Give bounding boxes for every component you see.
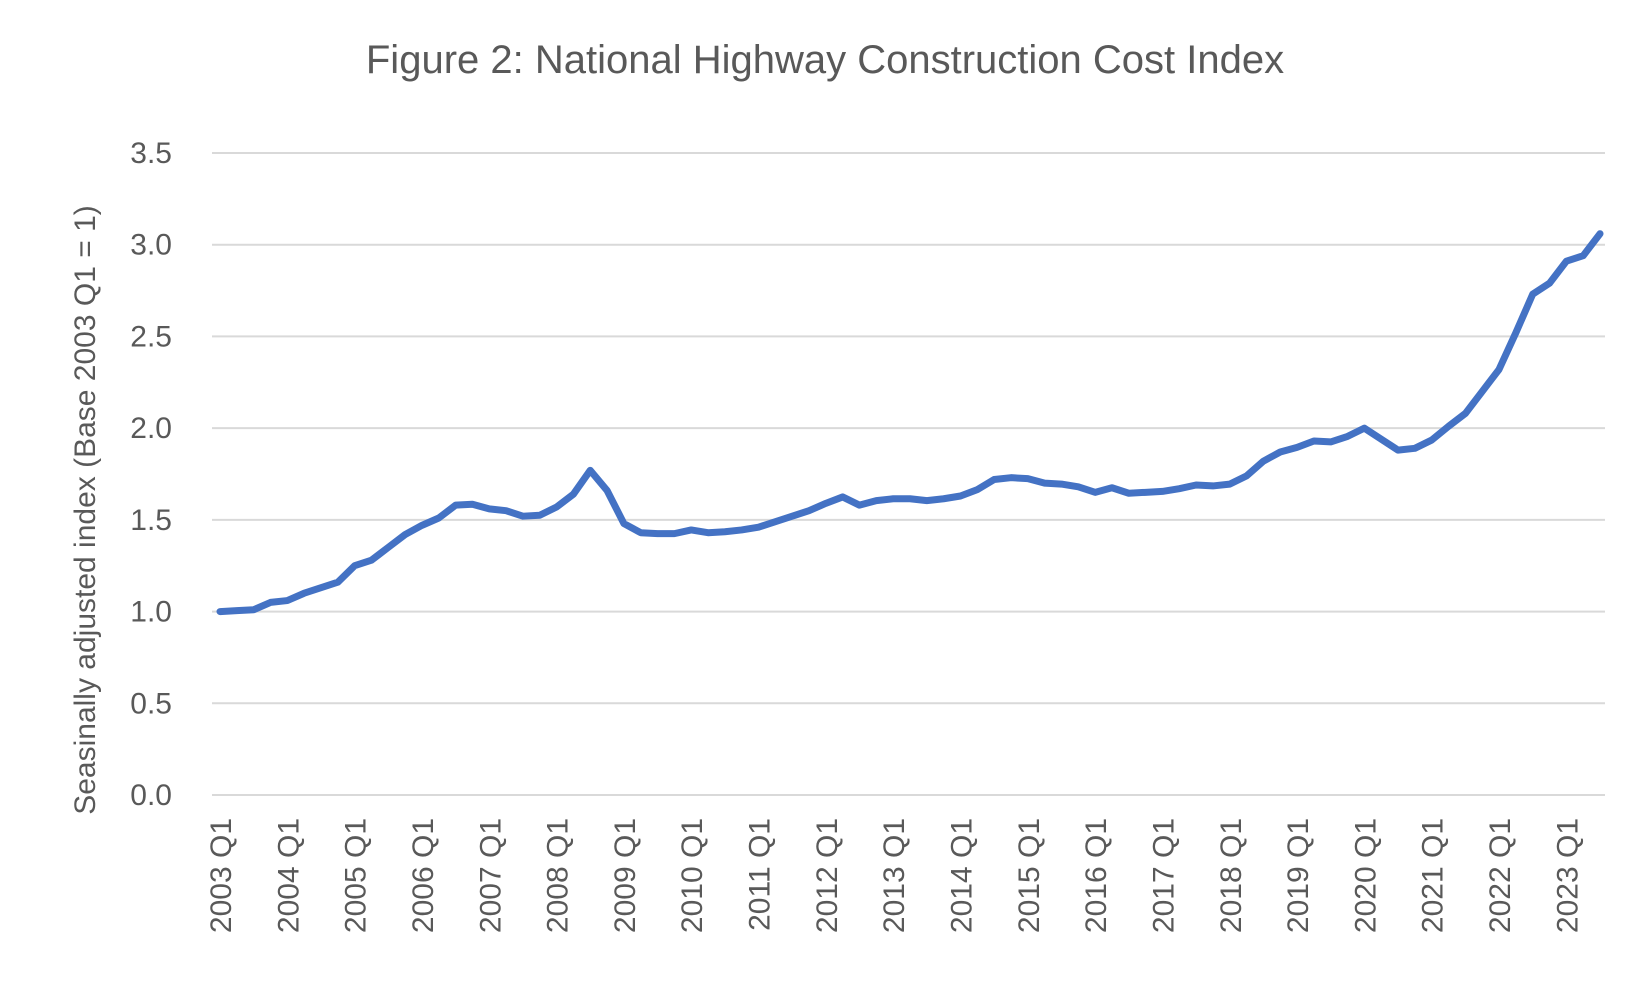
series-line-cost-index (216, 230, 1604, 616)
x-tick-label: 2012 Q1 (811, 818, 844, 933)
x-tick-label: 2006 Q1 (407, 818, 440, 933)
y-tick-label: 1.0 (130, 596, 172, 629)
x-tick-label: 2022 Q1 (1484, 818, 1517, 933)
x-tick-label: 2023 Q1 (1551, 818, 1584, 933)
x-tick-label: 2018 Q1 (1215, 818, 1248, 933)
x-tick-label: 2020 Q1 (1349, 818, 1382, 933)
x-tick-label: 2009 Q1 (609, 818, 642, 933)
x-tick-label: 2007 Q1 (474, 818, 507, 933)
y-axis-tick-labels: 0.0 0.5 1.0 1.5 2.0 2.5 3.0 3.5 (130, 137, 172, 812)
x-tick-label: 2017 Q1 (1147, 818, 1180, 933)
y-tick-label: 3.0 (130, 229, 172, 262)
x-tick-label: 2013 Q1 (878, 818, 911, 933)
x-tick-label: 2010 Q1 (676, 818, 709, 933)
y-tick-label: 2.0 (130, 412, 172, 445)
x-tick-label: 2019 Q1 (1282, 818, 1315, 933)
x-tick-label: 2003 Q1 (205, 818, 238, 933)
y-tick-label: 1.5 (130, 504, 172, 537)
x-tick-label: 2005 Q1 (340, 818, 373, 933)
x-tick-label: 2011 Q1 (744, 818, 777, 931)
x-tick-label: 2016 Q1 (1080, 818, 1113, 933)
x-axis-tick-labels: 2003 Q1 2004 Q1 2005 Q1 2006 Q1 2007 Q1 2008 … (205, 818, 1584, 933)
chart-title: Figure 2: National Highway Construction … (365, 38, 1285, 82)
x-tick-label: 2015 Q1 (1013, 818, 1046, 933)
y-tick-label: 2.5 (130, 320, 172, 353)
y-tick-label: 0.5 (130, 687, 172, 720)
y-tick-label: 3.5 (130, 137, 172, 170)
x-tick-label: 2021 Q1 (1417, 818, 1450, 933)
y-tick-label: 0.0 (130, 779, 172, 812)
gridlines (212, 152, 1605, 796)
x-tick-label: 2004 Q1 (272, 818, 305, 933)
x-tick-label: 2014 Q1 (945, 818, 978, 933)
y-axis-label: Seasinally adjusted index (Base 2003 Q1 … (69, 205, 102, 815)
x-tick-label: 2008 Q1 (542, 818, 575, 933)
